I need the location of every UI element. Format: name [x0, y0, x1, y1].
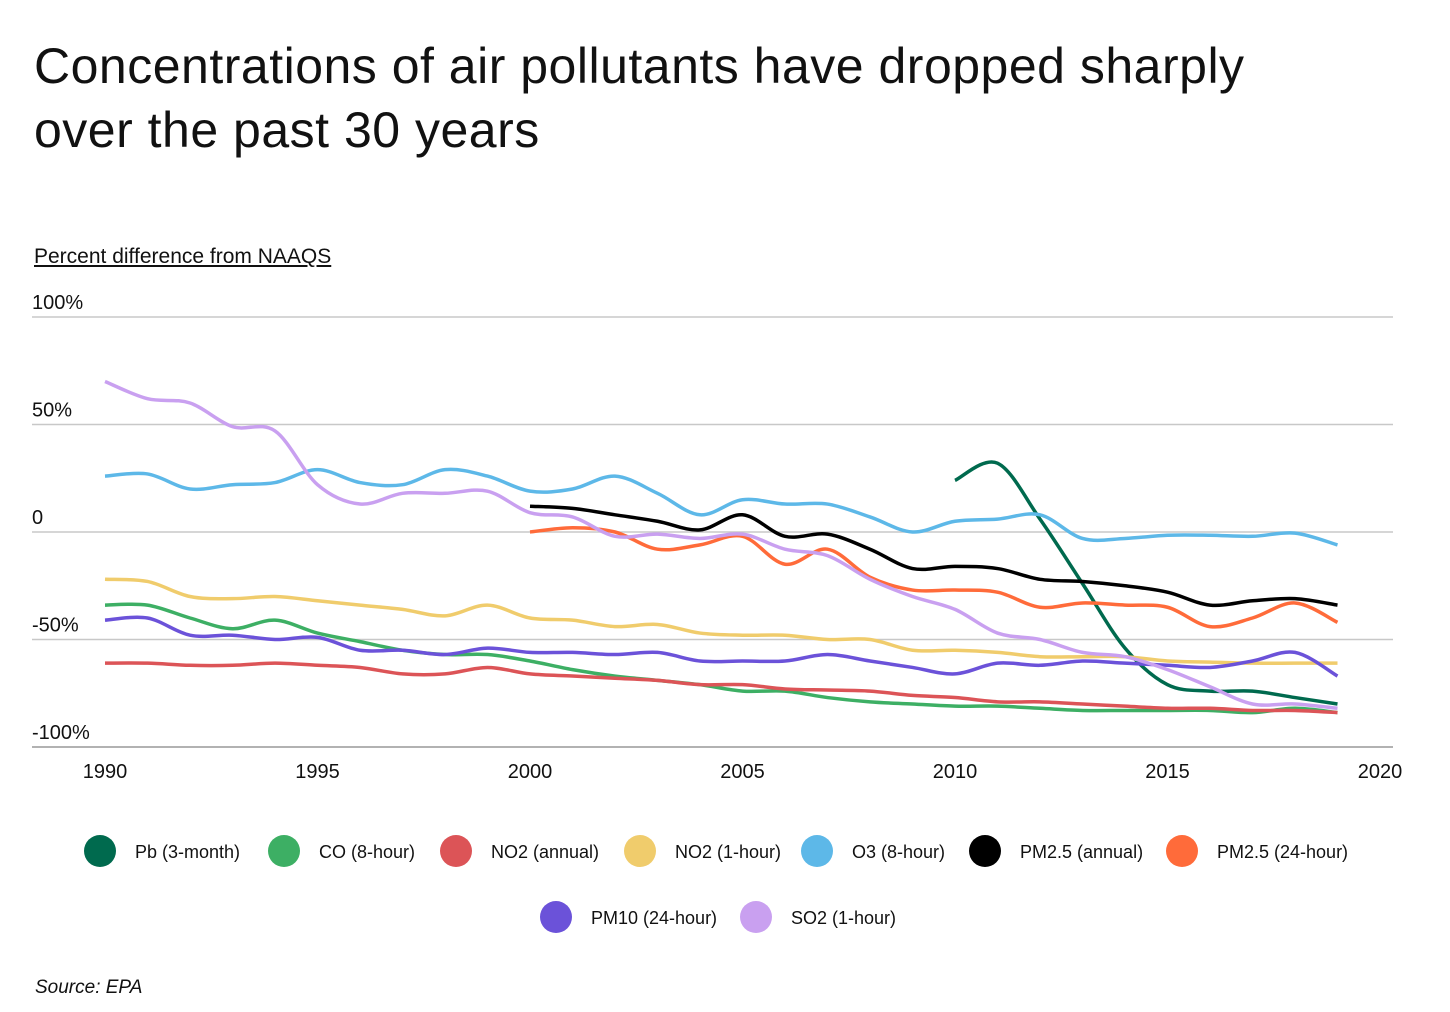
legend-swatch [801, 835, 833, 867]
legend-label: PM2.5 (annual) [1020, 842, 1143, 862]
legend-swatch [84, 835, 116, 867]
y-tick-label: 100% [32, 292, 83, 314]
legend-swatch [740, 901, 772, 933]
series-line [529, 504, 1338, 608]
x-tick-label: 2000 [508, 761, 553, 783]
legend-swatch [440, 835, 472, 867]
legend-label: Pb (3-month) [135, 842, 240, 862]
x-tick-label: 2015 [1145, 761, 1190, 783]
legend-swatch [540, 901, 572, 933]
y-tick-label: -50% [32, 615, 79, 637]
source-note: Source: EPA [35, 977, 143, 998]
x-tick-label: 1995 [295, 761, 340, 783]
legend-label: PM2.5 (24-hour) [1217, 842, 1348, 862]
x-tick-label: 1990 [83, 761, 128, 783]
y-tick-label: -100% [32, 722, 90, 744]
y-tick-label: 0 [32, 507, 43, 529]
series-line [954, 460, 1338, 706]
y-axis-label: Percent difference from NAAQS [34, 245, 332, 268]
legend-label: SO2 (1-hour) [791, 908, 896, 928]
legend-label: PM10 (24-hour) [591, 908, 717, 928]
series-line [529, 525, 1339, 629]
legend-swatch [1166, 835, 1198, 867]
legend-label: NO2 (1-hour) [675, 842, 781, 862]
y-tick-label: 50% [32, 400, 72, 422]
series-line [104, 661, 1338, 715]
series-line [104, 602, 1338, 715]
x-tick-label: 2005 [720, 761, 765, 783]
legend-label: NO2 (annual) [491, 842, 599, 862]
legend-swatch [268, 835, 300, 867]
legend-swatch [969, 835, 1001, 867]
x-tick-label: 2010 [933, 761, 978, 783]
series-line [104, 615, 1339, 678]
series-line [104, 467, 1338, 547]
chart-title: Concentrations of air pollutants have dr… [34, 38, 1245, 158]
legend-label: O3 (8-hour) [852, 842, 945, 862]
series-line [104, 577, 1338, 665]
x-tick-label: 2020 [1358, 761, 1403, 783]
legend-label: CO (8-hour) [319, 842, 415, 862]
series-line [104, 379, 1338, 711]
legend-swatch [624, 835, 656, 867]
